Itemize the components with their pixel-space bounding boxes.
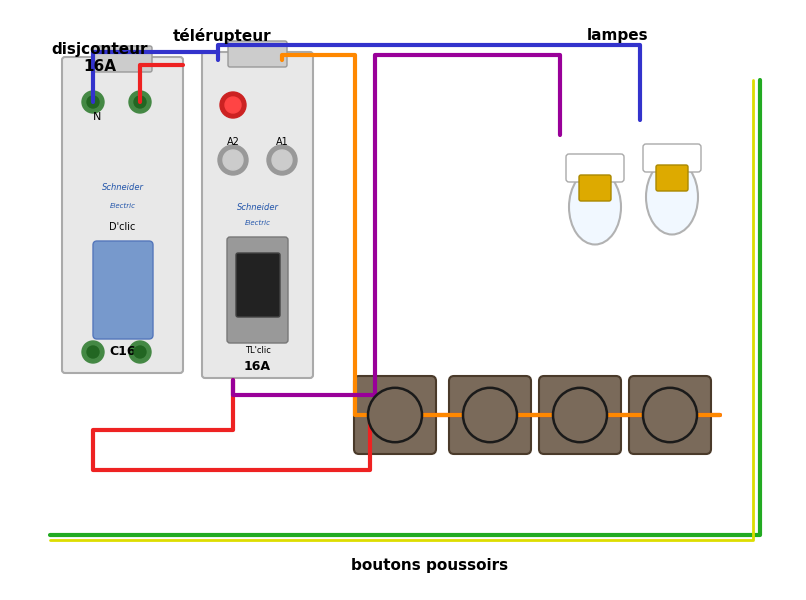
FancyBboxPatch shape — [93, 46, 152, 72]
Text: lampes: lampes — [588, 28, 649, 43]
Text: Schneider: Schneider — [102, 183, 143, 192]
Circle shape — [82, 341, 104, 363]
Circle shape — [134, 96, 146, 108]
Circle shape — [129, 91, 151, 113]
Circle shape — [223, 150, 243, 170]
FancyBboxPatch shape — [62, 57, 183, 373]
Text: C16: C16 — [110, 345, 135, 358]
FancyBboxPatch shape — [236, 253, 280, 317]
FancyBboxPatch shape — [228, 41, 287, 67]
FancyBboxPatch shape — [354, 376, 436, 454]
Text: télérupteur: télérupteur — [172, 28, 272, 44]
FancyBboxPatch shape — [579, 175, 611, 201]
FancyBboxPatch shape — [93, 241, 153, 339]
Text: disjconteur
16A: disjconteur 16A — [52, 42, 148, 74]
FancyBboxPatch shape — [202, 52, 313, 378]
Circle shape — [267, 145, 297, 175]
Text: N: N — [93, 112, 102, 122]
Text: 16A: 16A — [244, 360, 271, 373]
Text: A1: A1 — [276, 137, 289, 147]
Text: boutons poussoirs: boutons poussoirs — [351, 558, 509, 573]
FancyBboxPatch shape — [539, 376, 621, 454]
Ellipse shape — [463, 388, 517, 442]
Ellipse shape — [569, 169, 621, 245]
Text: TL'clic: TL'clic — [244, 346, 271, 355]
Ellipse shape — [553, 388, 607, 442]
Circle shape — [87, 346, 99, 358]
Text: Electric: Electric — [244, 220, 271, 226]
FancyBboxPatch shape — [643, 144, 701, 172]
Circle shape — [218, 145, 248, 175]
Text: Electric: Electric — [110, 203, 135, 209]
Circle shape — [134, 346, 146, 358]
Circle shape — [272, 150, 292, 170]
Ellipse shape — [368, 388, 422, 442]
Circle shape — [82, 91, 104, 113]
Text: A2: A2 — [226, 137, 239, 147]
Text: D'clic: D'clic — [110, 222, 135, 232]
Circle shape — [225, 97, 241, 113]
FancyBboxPatch shape — [449, 376, 531, 454]
Circle shape — [87, 96, 99, 108]
Text: Schneider: Schneider — [236, 203, 279, 212]
FancyBboxPatch shape — [566, 154, 624, 182]
Ellipse shape — [643, 388, 697, 442]
FancyBboxPatch shape — [227, 237, 288, 343]
FancyBboxPatch shape — [656, 165, 688, 191]
Circle shape — [129, 341, 151, 363]
Circle shape — [220, 92, 246, 118]
Ellipse shape — [646, 160, 698, 235]
FancyBboxPatch shape — [629, 376, 711, 454]
